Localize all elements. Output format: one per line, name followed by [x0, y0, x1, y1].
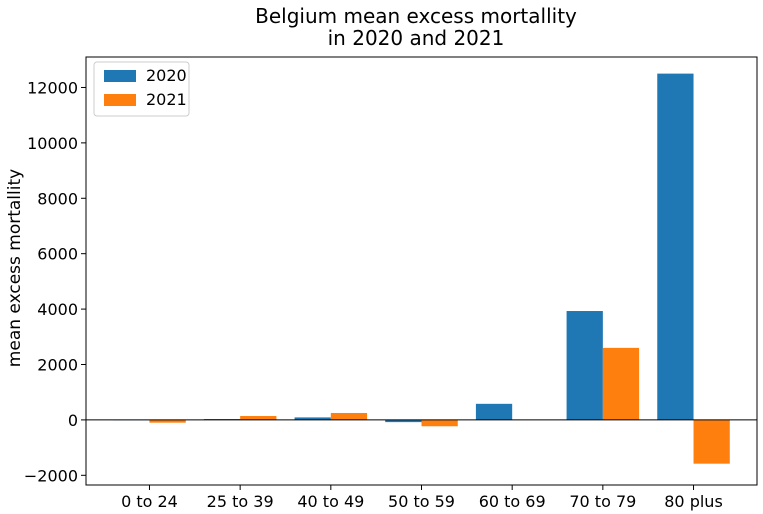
bar-2021-1: [240, 416, 277, 420]
bar-2020-6: [657, 73, 694, 420]
plot-area: −2000 0 2000 4000 6000 8000 10000 12000 0 to 24 2…: [24, 56, 758, 511]
bar-2021-3: [421, 419, 458, 427]
bar-2021-6: [693, 419, 730, 464]
y-tick-label-6: 10000: [27, 134, 78, 153]
legend-swatch-2020: [104, 70, 136, 82]
bar-2020-3: [385, 419, 422, 423]
x-tick-label-3: 50 to 59: [388, 492, 455, 511]
y-axis-label: mean excess mortallity: [5, 169, 25, 367]
x-tick-label-1: 25 to 39: [207, 492, 274, 511]
legend-swatch-2021: [104, 94, 136, 106]
legend-label-2021: 2021: [146, 90, 187, 109]
bar-2021-2: [330, 412, 368, 420]
x-tick-label-4: 60 to 69: [479, 492, 546, 511]
legend-label-2020: 2020: [146, 66, 187, 85]
y-tick-label-2: 2000: [37, 355, 78, 374]
y-tick-label-5: 8000: [37, 189, 78, 208]
bar-2021-0: [149, 419, 186, 423]
y-tick-label-0: −2000: [24, 466, 78, 485]
x-tick-label-5: 70 to 79: [569, 492, 636, 511]
x-tick-label-0: 0 to 24: [121, 492, 178, 511]
y-tick-label-3: 4000: [37, 300, 78, 319]
bar-2020-2: [294, 417, 331, 420]
bar-2020-5: [566, 311, 603, 420]
x-tick-label-2: 40 to 49: [297, 492, 364, 511]
bar-2021-5: [602, 347, 640, 420]
y-tick-label-4: 6000: [37, 245, 78, 264]
chart-title-line-1: Belgium mean excess mortallity: [255, 4, 577, 28]
bar-2020-4: [475, 403, 513, 420]
chart-title-line-2: in 2020 and 2021: [328, 26, 505, 50]
x-tick-label-6: 80 plus: [664, 492, 723, 511]
y-tick-label-1: 0: [68, 411, 78, 430]
y-tick-label-7: 12000: [27, 78, 78, 97]
